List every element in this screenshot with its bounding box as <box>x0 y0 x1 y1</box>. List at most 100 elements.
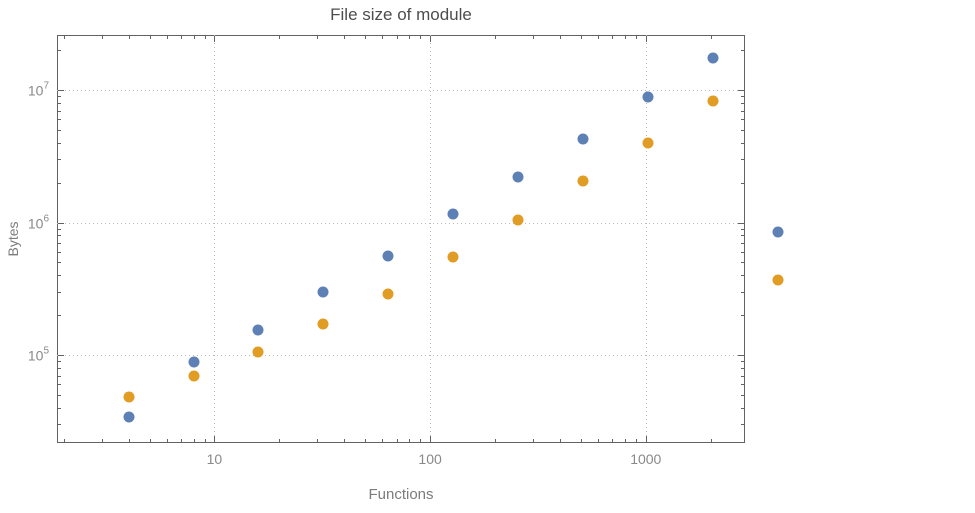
tick-mark <box>741 235 744 237</box>
tick-mark <box>741 96 744 98</box>
tick-mark <box>645 36 647 42</box>
tick-mark <box>635 439 637 442</box>
tick-mark <box>580 36 582 39</box>
tick-mark <box>181 439 183 442</box>
tick-mark <box>738 222 744 224</box>
tick-mark <box>58 102 61 104</box>
tick-mark <box>279 439 281 442</box>
tick-mark <box>166 36 168 39</box>
tick-mark <box>741 424 744 426</box>
horizontal-gridline <box>57 89 745 91</box>
tick-mark <box>741 243 744 245</box>
tick-mark <box>58 119 61 121</box>
tick-mark <box>430 436 432 442</box>
data-point-series-orange <box>577 175 589 187</box>
tick-mark <box>624 36 626 39</box>
tick-mark <box>63 36 65 39</box>
tick-mark <box>101 439 103 442</box>
tick-mark <box>420 36 422 39</box>
tick-mark <box>63 439 65 442</box>
tick-mark <box>741 102 744 104</box>
tick-mark <box>741 394 744 396</box>
data-point-series-orange <box>772 274 784 286</box>
tick-mark <box>741 361 744 363</box>
tick-mark <box>612 439 614 442</box>
tick-mark <box>58 235 61 237</box>
tick-mark <box>741 275 744 277</box>
vertical-gridline <box>430 35 432 443</box>
tick-mark <box>58 384 61 386</box>
tick-mark <box>204 36 206 39</box>
tick-mark <box>741 315 744 317</box>
tick-mark <box>741 129 744 131</box>
tick-mark <box>741 182 744 184</box>
tick-mark <box>710 439 712 442</box>
tick-mark <box>382 439 384 442</box>
tick-mark <box>382 36 384 39</box>
tick-mark <box>58 355 64 356</box>
tick-mark <box>204 439 206 442</box>
data-point-series-blue <box>512 171 524 183</box>
tick-mark <box>741 251 744 253</box>
tick-mark <box>193 36 195 39</box>
tick-mark <box>741 375 744 377</box>
horizontal-gridline <box>57 355 745 356</box>
tick-mark <box>58 407 61 409</box>
chart-title: File size of module <box>330 5 472 24</box>
tick-mark <box>58 251 61 253</box>
tick-mark <box>149 36 151 39</box>
tick-mark <box>58 315 61 317</box>
tick-mark <box>741 262 744 264</box>
tick-mark <box>58 222 64 224</box>
y-tick-exponent: 6 <box>43 213 49 225</box>
tick-mark <box>58 182 61 184</box>
tick-mark <box>279 36 281 39</box>
tick-mark <box>58 110 61 112</box>
data-point-series-orange <box>317 318 329 330</box>
tick-mark <box>741 407 744 409</box>
x-tick-label: 100 <box>418 451 442 467</box>
tick-mark <box>533 36 535 39</box>
tick-mark <box>710 36 712 39</box>
tick-mark <box>559 439 561 442</box>
tick-mark <box>58 394 61 396</box>
y-tick-label: 105 <box>27 345 49 364</box>
tick-mark <box>128 439 130 442</box>
tick-mark <box>396 439 398 442</box>
data-point-series-orange <box>707 95 719 107</box>
tick-mark <box>396 36 398 39</box>
tick-mark <box>58 50 61 52</box>
data-point-series-orange <box>642 137 654 149</box>
tick-mark <box>58 367 61 369</box>
vertical-gridline <box>645 35 647 443</box>
tick-mark <box>149 439 151 442</box>
data-point-series-blue <box>577 133 589 145</box>
tick-mark <box>741 159 744 161</box>
y-axis-label: Bytes <box>5 221 21 257</box>
tick-mark <box>128 36 130 39</box>
tick-mark <box>58 424 61 426</box>
tick-mark <box>597 439 599 442</box>
y-tick-base: 10 <box>27 82 44 99</box>
y-tick-exponent: 5 <box>43 345 49 357</box>
tick-mark <box>597 36 599 39</box>
tick-mark <box>741 119 744 121</box>
data-point-series-blue <box>772 226 784 238</box>
tick-mark <box>495 439 497 442</box>
data-point-series-blue <box>188 356 200 368</box>
tick-mark <box>409 36 411 39</box>
tick-mark <box>58 228 61 230</box>
x-axis-label: Functions <box>368 486 434 503</box>
tick-mark <box>741 384 744 386</box>
vertical-gridline <box>214 35 216 443</box>
tick-mark <box>317 439 319 442</box>
tick-mark <box>214 436 216 442</box>
tick-mark <box>559 36 561 39</box>
data-point-series-orange <box>188 370 200 382</box>
tick-mark <box>741 291 744 293</box>
tick-mark <box>58 96 61 98</box>
tick-mark <box>430 36 432 42</box>
data-point-series-blue <box>317 286 329 298</box>
tick-mark <box>101 36 103 39</box>
y-tick-base: 10 <box>27 347 44 364</box>
